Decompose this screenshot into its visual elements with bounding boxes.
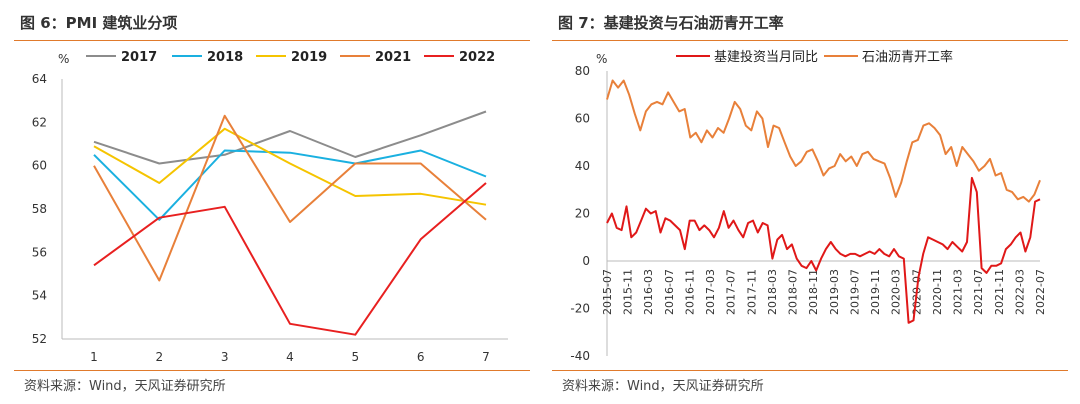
y-tick-label: 0 [582, 254, 590, 268]
x-tick-label: 2022-03 [1013, 269, 1026, 315]
y-tick-label: 64 [32, 72, 47, 86]
y-axis-unit-label: % [58, 52, 69, 66]
x-tick-label: 2019-11 [869, 269, 882, 315]
x-tick-label: 2018-11 [807, 269, 820, 315]
x-tick-label: 4 [286, 350, 294, 364]
right-chart-title: 图 7：基建投资与石油沥青开工率 [558, 14, 784, 32]
right-source-rule [552, 370, 1068, 371]
x-tick-label: 2021-03 [952, 269, 965, 315]
y-tick-label: 58 [32, 202, 47, 216]
x-tick-label: 1 [90, 350, 98, 364]
x-tick-label: 2022-07 [1034, 269, 1047, 315]
x-tick-label: 2015-11 [622, 269, 635, 315]
x-tick-label: 2019-07 [848, 269, 861, 315]
x-tick-label: 2016-07 [663, 269, 676, 315]
y-tick-label: -20 [570, 302, 590, 316]
x-tick-label: 2017-03 [704, 269, 717, 315]
legend-label: 石油沥青开工率 [862, 49, 953, 65]
legend-label: 2021 [375, 50, 411, 65]
series-line-infrastructure [606, 176, 1041, 324]
y-tick-label: 20 [575, 207, 590, 221]
x-tick-label: 2021-07 [972, 269, 985, 315]
left-chart-source: 资料来源：Wind，天风证券研究所 [24, 379, 226, 394]
x-tick-label: 7 [482, 350, 490, 364]
x-tick-label: 2016-11 [684, 269, 697, 315]
x-tick-label: 2019-03 [828, 269, 841, 315]
left-chart-title: 图 6：PMI 建筑业分项 [20, 14, 178, 32]
x-tick-label: 6 [417, 350, 425, 364]
x-tick-label: 2015-07 [601, 269, 614, 315]
y-tick-label: 60 [575, 112, 590, 126]
y-tick-label: 60 [32, 159, 47, 173]
y-tick-label: 56 [32, 245, 47, 259]
y-tick-label: 40 [575, 159, 590, 173]
x-tick-label: 2021-11 [993, 269, 1006, 315]
x-tick-label: 2020-11 [931, 269, 944, 315]
x-tick-label: 2016-03 [642, 269, 655, 315]
x-tick-label: 2020-03 [890, 269, 903, 315]
right-title-rule [552, 40, 1068, 41]
x-tick-label: 2018-07 [787, 269, 800, 315]
y-tick-label: -40 [570, 349, 590, 363]
right-chart-source: 资料来源：Wind，天风证券研究所 [562, 379, 764, 394]
legend-label: 2018 [207, 50, 243, 65]
x-tick-label: 2 [156, 350, 164, 364]
x-tick-label: 3 [221, 350, 229, 364]
series-line-asphalt [606, 79, 1041, 203]
series-line-2022 [93, 182, 487, 336]
infrastructure-asphalt-chart: % -40 -20 0 20 40 60 80 2015-07 2015-11 2016-03 201… [570, 49, 1047, 363]
left-title-rule [14, 40, 530, 41]
y-tick-label: 54 [32, 289, 47, 303]
y-tick-label: 62 [32, 115, 47, 129]
legend-label: 基建投资当月同比 [714, 49, 818, 65]
y-axis-unit-label: % [596, 52, 607, 66]
left-source-rule [14, 370, 530, 371]
legend-label: 2019 [291, 50, 327, 65]
right-chart-panel: 图 7：基建投资与石油沥青开工率 % -40 -20 0 20 40 60 80 2015-07… [552, 0, 1068, 404]
x-tick-label: 2017-11 [745, 269, 758, 315]
series-line-2021 [93, 114, 487, 282]
left-chart-panel: 图 6：PMI 建筑业分项 % 52 54 56 58 60 62 64 1 2 3 4 5 6 7 2017… [14, 0, 530, 404]
x-tick-label: 2017-07 [725, 269, 738, 315]
y-tick-label: 80 [575, 64, 590, 78]
series-line-2019 [93, 127, 487, 206]
x-tick-label: 5 [352, 350, 360, 364]
legend-label: 2017 [121, 50, 157, 65]
x-tick-label: 2018-03 [766, 269, 779, 315]
series-line-2017 [93, 110, 487, 165]
legend-label: 2022 [459, 50, 495, 65]
series-line-2018 [93, 149, 487, 221]
y-tick-label: 52 [32, 332, 47, 346]
